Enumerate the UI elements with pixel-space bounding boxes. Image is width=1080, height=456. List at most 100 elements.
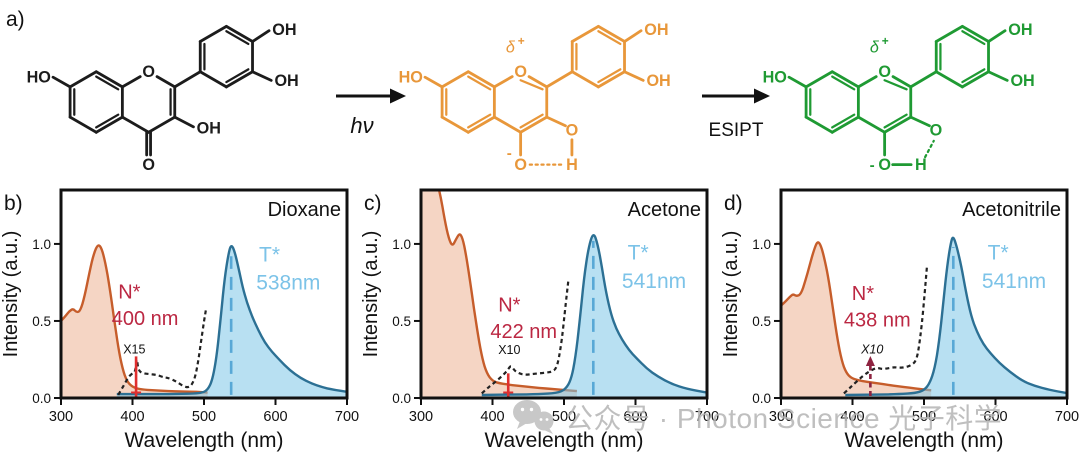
bond [147,115,177,134]
panel-letter: c) [364,192,382,215]
hydroxyl-label: OH [644,21,668,39]
x-axis-label: Wavelength (nm) [484,429,643,452]
x-tick-label: 700 [335,409,359,425]
y-tick-label: 0.5 [752,314,771,329]
enol-oxygen-label: O [930,121,943,139]
t-star-label: T* [628,241,649,264]
bond [830,70,860,89]
plot-acetonitrile: 300 400 500 600 700 0.0 0.5 1.0 d) Wavelength (nm… [720,188,1079,452]
y-tick-label: 0.0 [752,391,771,406]
bond [830,115,860,134]
n-peak-wavelength: 400 nm [112,308,179,330]
panel-letter: a) [6,8,25,31]
hydroxyl-label: OH [197,119,221,137]
x-tick-label: 500 [192,409,216,425]
ring-oxygen-label: O [878,63,891,81]
bond [987,29,1007,43]
bond [804,115,834,134]
plot-border [59,188,349,400]
bond [120,115,151,134]
panel-letter: b) [4,192,23,215]
bond [856,115,887,134]
emission-area [845,237,1067,398]
bond [94,115,124,134]
bond [94,70,124,89]
solvent-label: Dioxane [268,199,341,221]
bond [68,70,98,89]
scale-factor-label: X10 [498,343,520,357]
bond [440,70,470,89]
hydroxyl-label: OH [646,72,670,90]
x-tick-label: 300 [49,409,73,425]
plot-acetone: 300 400 500 600 700 0.0 0.5 1.0 c) Wavelength (nm… [360,188,719,452]
y-tick-label: 1.0 [32,237,51,252]
y-tick-label: 0.5 [32,314,51,329]
n-peak-wavelength: 438 nm [844,309,911,331]
x-axis-label: Wavelength (nm) [124,429,283,452]
hydroxyl-label: HO [399,69,423,87]
t-star-label: T* [988,241,1009,264]
bond [440,115,470,134]
bond [883,79,908,91]
bond [909,70,938,89]
bond [198,24,228,43]
bond [173,115,195,129]
reaction-arrowhead [754,88,770,104]
panel-acetone: 300 400 500 600 700 0.0 0.5 1.0 c) Wavelength (nm… [360,185,720,456]
plot-border [779,188,1069,400]
bond [883,113,908,129]
emission-curve [481,234,707,397]
scale-factor-label: X15 [123,342,145,356]
x-tick-label: 700 [1055,409,1079,425]
proton-label: H [915,156,927,174]
keto-oxygen-label: O [878,156,891,174]
bond [597,68,622,84]
panel-letter: d) [724,192,743,215]
bond [519,79,544,91]
minus-charge-label: - [507,145,512,162]
bond [961,30,986,46]
bond [787,75,808,89]
absorption-area [781,242,932,398]
y-tick-label: 0.5 [392,314,411,329]
n-star-label: N* [118,282,140,304]
enol-oxygen-label: O [566,121,579,139]
bond [95,75,120,91]
bond [251,29,271,43]
y-tick-label: 1.0 [392,237,411,252]
bond [596,24,626,43]
bond [173,70,202,89]
y-tick-label: 0.0 [392,391,411,406]
bond [831,113,856,129]
n-peak-wavelength: 422 nm [490,321,557,343]
t-peak-wavelength: 538nm [256,271,320,294]
bond [623,70,645,82]
bond [120,75,142,89]
hydroxyl-label: OH [1008,21,1032,39]
n-star-label: N* [852,283,874,305]
bond [466,115,496,134]
bond [961,68,986,84]
hydroxyl-label: HO [763,69,787,87]
ring-oxygen-label: O [514,63,527,81]
bond [831,75,856,91]
emission-curve [116,244,347,396]
x-tick-label: 600 [983,409,1007,425]
t-peak-wavelength: 541nm [622,270,686,293]
quercetin-ground-state: HO O OH OH OH O [27,21,299,174]
absorption-area [61,245,208,398]
bond [68,115,98,134]
bond [856,75,878,89]
delta-charge-label: δ [870,38,880,56]
bond [224,70,254,89]
bond [423,75,444,89]
bond [527,75,549,89]
bond [960,24,990,43]
absorption-curve [781,241,932,392]
bond [467,113,492,129]
x-tick-label: 400 [840,409,864,425]
